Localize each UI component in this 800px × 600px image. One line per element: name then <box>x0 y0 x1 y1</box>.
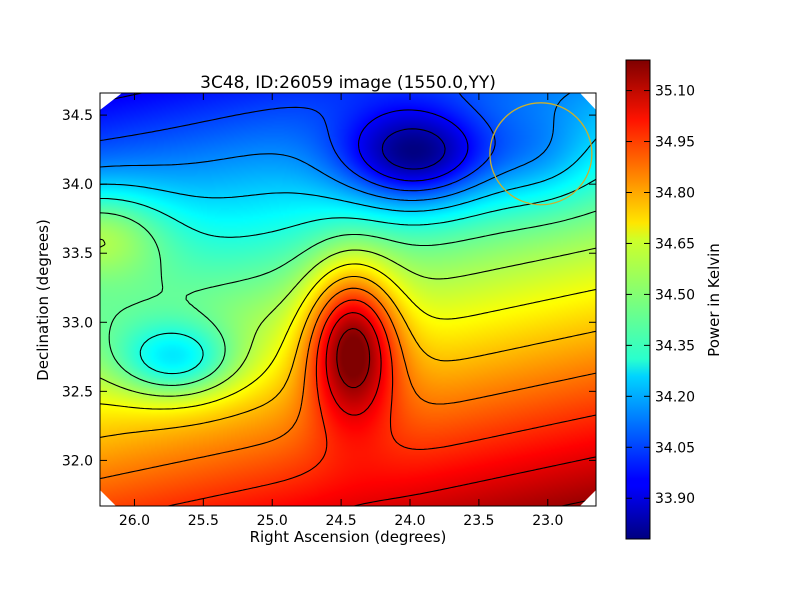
colorbar-gradient <box>625 59 651 540</box>
y-tick-label: 32.0 <box>62 453 93 469</box>
colorbar-label: Power in Kelvin <box>705 243 723 357</box>
y-axis: 32.0 32.5 33.0 33.5 34.0 34.5 <box>62 108 596 469</box>
chart-title: 3C48, ID:26059 image (1550.0,YY) <box>200 73 496 93</box>
colorbar: 33.90 34.05 34.20 34.35 34.50 34.65 34.80 34.95… <box>625 59 723 540</box>
colorbar-tick-label: 34.80 <box>655 185 695 201</box>
x-axis-label: Right Ascension (degrees) <box>250 528 447 546</box>
colorbar-ticks: 33.90 34.05 34.20 34.35 34.50 34.65 34.80 34.95… <box>626 84 695 507</box>
x-tick-label: 26.0 <box>119 513 150 529</box>
colorbar-tick-label: 34.20 <box>655 389 695 405</box>
colorbar-tick-label: 33.90 <box>655 491 695 507</box>
y-tick-label: 32.5 <box>62 384 93 400</box>
heatmap-raster <box>100 93 596 506</box>
x-tick-label: 24.5 <box>326 513 357 529</box>
x-tick-label: 25.5 <box>188 513 219 529</box>
colorbar-tick-label: 34.95 <box>655 135 695 151</box>
colorbar-tick-label: 34.35 <box>655 338 695 354</box>
contour-lines <box>100 93 596 506</box>
x-tick-label: 24.0 <box>394 513 425 529</box>
y-tick-label: 33.0 <box>62 315 93 331</box>
y-tick-label: 34.0 <box>62 177 93 193</box>
y-tick-label: 34.5 <box>62 108 93 124</box>
contour-path <box>100 93 596 506</box>
x-axis: 26.0 25.5 25.0 24.5 24.0 23.5 23.0 <box>119 93 563 529</box>
y-axis-label: Declination (degrees) <box>34 219 52 381</box>
y-tick-label: 33.5 <box>62 246 93 262</box>
beam-circle <box>489 102 593 206</box>
colorbar-tick-label: 34.05 <box>655 440 695 456</box>
x-tick-label: 23.5 <box>463 513 494 529</box>
heatmap-image <box>100 93 596 506</box>
x-tick-label: 23.0 <box>532 513 563 529</box>
colorbar-tick-label: 34.50 <box>655 287 695 303</box>
x-tick-label: 25.0 <box>257 513 288 529</box>
colorbar-tick-label: 35.10 <box>655 84 695 100</box>
colorbar-tick-label: 34.65 <box>655 236 695 252</box>
plot-frame <box>99 92 597 507</box>
